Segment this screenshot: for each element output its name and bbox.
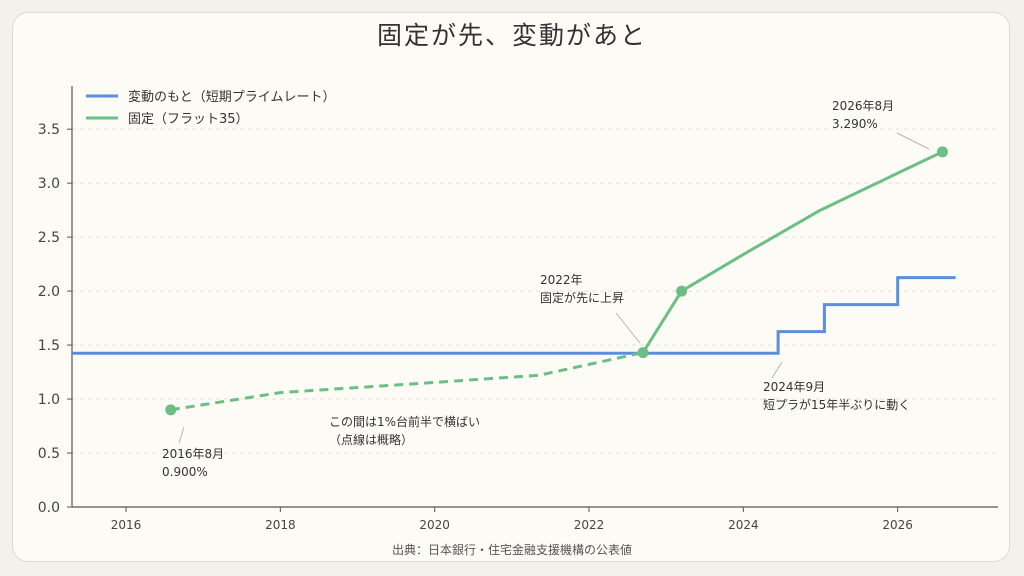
- series: [72, 150, 956, 412]
- y-tick-label: 1.0: [38, 392, 60, 408]
- y-axis-ticks: 0.0 0.5 1.0 1.5 2.0 2.5 3.0 3.5: [38, 122, 72, 516]
- data-point-marker: [165, 404, 177, 416]
- grid-lines: [72, 128, 998, 454]
- legend-label: 固定（フラット35）: [128, 112, 249, 127]
- annotation-text: 2026年8月: [832, 99, 894, 113]
- annotation-leader-line: [896, 132, 930, 150]
- x-tick-label: 2026: [882, 518, 913, 532]
- series-fixed-line: [641, 150, 944, 354]
- annotation: この間は1%台前半で横ばい （点線は概略）: [329, 414, 480, 447]
- annotation-text: この間は1%台前半で横ばい: [329, 414, 480, 429]
- legend: 変動のもと（短期プライムレート） 固定（フラット35）: [86, 89, 335, 127]
- y-tick-label: 0.0: [38, 500, 60, 516]
- y-tick-label: 2.0: [38, 284, 60, 300]
- source-note: 出典：日本銀行・住宅金融支援機構の公表値: [391, 543, 632, 557]
- y-tick-label: 1.5: [38, 338, 60, 354]
- y-tick-label: 3.0: [38, 176, 60, 192]
- y-tick-label: 3.5: [38, 122, 60, 138]
- data-point-marker: [936, 146, 948, 158]
- y-tick-label: 0.5: [38, 446, 60, 462]
- annotation-text: 0.900%: [162, 465, 208, 479]
- series-fixed-dashed-line: [170, 351, 644, 412]
- annotation-text: （点線は概略）: [329, 432, 413, 447]
- annotation-text: 2024年9月: [763, 380, 825, 394]
- annotation-leader-line: [771, 361, 783, 379]
- x-tick-label: 2018: [265, 518, 296, 532]
- x-tick-label: 2022: [574, 518, 605, 532]
- x-tick-label: 2016: [111, 518, 142, 532]
- annotation-text: 短プラが15年半ぶりに動く: [763, 397, 910, 412]
- annotation: 2016年8月 0.900%: [162, 426, 224, 479]
- annotation-text: 2016年8月: [162, 447, 224, 461]
- x-axis-ticks: 2016 2018 2020 2022 2024 2026: [111, 507, 913, 532]
- chart-title: 固定が先、変動があと: [376, 21, 647, 50]
- annotation: 2026年8月 3.290%: [832, 99, 930, 150]
- x-tick-label: 2024: [728, 518, 759, 532]
- annotation-leader-line: [615, 312, 641, 344]
- data-point-marker: [676, 285, 688, 297]
- legend-label: 変動のもと（短期プライムレート）: [128, 89, 335, 105]
- axes: [71, 86, 998, 508]
- annotation-text: 固定が先に上昇: [540, 290, 624, 305]
- annotation-leader-line: [178, 426, 185, 444]
- series-variable-line: [72, 276, 956, 355]
- markers: [165, 146, 948, 416]
- x-tick-label: 2020: [419, 518, 450, 532]
- chart-card: [12, 12, 1010, 562]
- y-tick-label: 2.5: [38, 230, 60, 246]
- annotation-text: 2022年: [540, 273, 583, 287]
- data-point-marker: [637, 347, 649, 359]
- annotation-text: 3.290%: [832, 117, 878, 131]
